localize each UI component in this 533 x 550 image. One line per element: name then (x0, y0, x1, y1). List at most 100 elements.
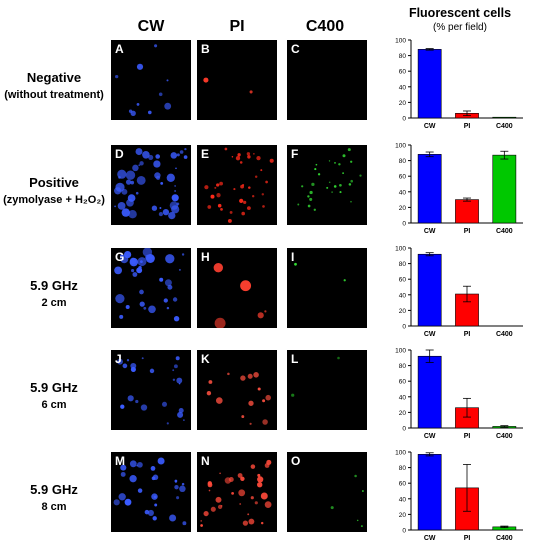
micrograph-panel-g: G (111, 248, 191, 328)
x-tick-label: CW (424, 123, 436, 130)
y-tick-label: 60 (399, 69, 407, 76)
y-tick-label: 0 (402, 528, 406, 535)
row-label-title: 5.9 GHz (30, 380, 78, 395)
column-header-c400: C400 (305, 18, 345, 35)
fluorescent-cells-title: Fluorescent cells (408, 6, 512, 20)
panel-letter: J (115, 352, 122, 366)
micrograph-panel-o: O (287, 452, 367, 532)
x-tick-label: CW (424, 331, 436, 338)
row-label-3: 5.9 GHz 2 cm (0, 278, 108, 309)
micrograph-image (114, 147, 188, 220)
y-tick-label: 100 (395, 246, 406, 253)
row-label-5: 5.9 GHz 8 cm (0, 482, 108, 513)
column-header-cw: CW (137, 18, 165, 35)
row-label-title: Positive (29, 175, 79, 190)
fluorescent-cells-subtitle: (% per field) (433, 22, 487, 33)
row-label-2: Positive (zymolyase + H₂O₂) (0, 175, 108, 206)
x-tick-label: CW (424, 535, 436, 542)
panel-letter: A (115, 42, 124, 56)
micrograph-panel-b: B (197, 40, 277, 120)
y-tick-label: 0 (402, 426, 406, 433)
panel-letter: I (291, 250, 295, 264)
micrograph-panel-a: A (111, 40, 191, 120)
panel-letter: L (291, 352, 299, 366)
y-tick-label: 40 (399, 189, 407, 196)
panel-letter: M (115, 454, 125, 468)
bar-cw (417, 154, 442, 224)
row-label-title: Negative (26, 70, 82, 85)
micrograph-image (330, 474, 364, 528)
micrograph-image (203, 77, 253, 94)
micrograph-panel-e: E (197, 145, 277, 225)
bar-cw (417, 355, 442, 429)
y-tick-label: 20 (399, 205, 407, 212)
row-label-title: 5.9 GHz (30, 482, 78, 497)
y-tick-label: 20 (399, 410, 407, 417)
y-tick-label: 80 (399, 158, 407, 165)
panel-letter: G (115, 250, 125, 264)
bar-chart-2: 0 20 40 60 80 100 CW PI C400 (395, 143, 523, 235)
x-tick-label: C400 (496, 535, 513, 542)
panel-letter: D (115, 147, 124, 161)
y-tick-label: 0 (402, 221, 406, 228)
bar-chart-5: 0 20 40 60 80 100 CW PI C400 (395, 450, 523, 542)
row-label-4: 5.9 GHz 6 cm (0, 380, 108, 411)
x-tick-label: PI (464, 228, 471, 235)
y-tick-label: 100 (395, 450, 406, 457)
micrograph-image (204, 147, 274, 223)
x-tick-label: C400 (496, 228, 513, 235)
micrograph-panel-k: K (197, 350, 277, 430)
micrograph-image (291, 356, 340, 397)
x-tick-label: PI (464, 433, 471, 440)
panel-letter: C (291, 42, 300, 56)
x-tick-label: CW (424, 433, 436, 440)
micrograph-image (294, 262, 346, 282)
row-label-subtitle: 6 cm (41, 399, 67, 411)
y-tick-label: 80 (399, 53, 407, 60)
micrograph-panel-m: M (111, 452, 191, 532)
micrograph-image (117, 356, 185, 425)
bar-c400 (492, 154, 517, 224)
x-tick-label: C400 (496, 331, 513, 338)
bar-pi (455, 199, 479, 224)
row-label-subtitle: 8 cm (41, 501, 67, 513)
x-tick-label: PI (464, 535, 471, 542)
x-tick-label: PI (464, 331, 471, 338)
panel-letter: H (201, 250, 210, 264)
micrograph-panel-i: I (287, 248, 367, 328)
y-tick-label: 80 (399, 465, 407, 472)
panel-letter: F (291, 147, 299, 161)
y-tick-label: 40 (399, 394, 407, 401)
panel-letter: N (201, 454, 210, 468)
bar-cw (417, 49, 442, 119)
y-tick-label: 60 (399, 277, 407, 284)
micrograph-image (213, 263, 267, 328)
y-tick-label: 0 (402, 324, 406, 331)
micrograph-image (297, 148, 362, 211)
micrograph-panel-f: F (287, 145, 367, 225)
column-header-pi: PI (229, 18, 245, 35)
row-label-subtitle: (zymolyase + H₂O₂) (3, 194, 105, 206)
y-tick-label: 20 (399, 308, 407, 315)
x-tick-label: CW (424, 228, 436, 235)
panel-letter: E (201, 147, 210, 161)
y-tick-label: 20 (399, 512, 407, 519)
y-tick-label: 100 (395, 348, 406, 355)
bar-cw (417, 253, 442, 327)
micrograph-panel-c: C (287, 40, 367, 120)
micrograph-panel-l: L (287, 350, 367, 430)
y-tick-label: 80 (399, 261, 407, 268)
micrograph-image (113, 457, 187, 526)
y-tick-label: 40 (399, 292, 407, 299)
row-label-subtitle: (without treatment) (4, 89, 104, 101)
micrograph-panel-n: N (197, 452, 277, 532)
y-tick-label: 60 (399, 174, 407, 181)
micrograph-image (115, 44, 172, 116)
x-tick-label: C400 (496, 123, 513, 130)
y-tick-label: 40 (399, 84, 407, 91)
micrograph-panel-j: J (111, 350, 191, 430)
y-tick-label: 100 (395, 143, 406, 150)
panel-letter: K (201, 352, 210, 366)
y-tick-label: 40 (399, 496, 407, 503)
panel-letter: O (291, 454, 301, 468)
